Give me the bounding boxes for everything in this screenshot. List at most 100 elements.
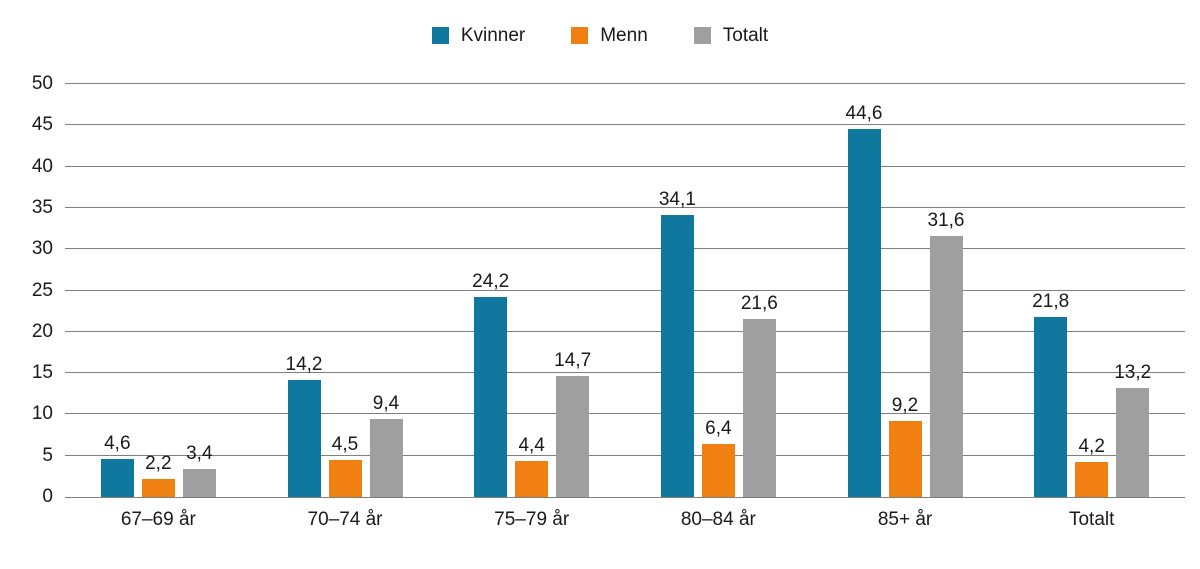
y-tick-label-50: 50	[31, 73, 53, 94]
bar-value-label: 9,2	[891, 395, 919, 417]
legend: Kvinner Menn Totalt	[0, 26, 1200, 45]
bar-fill	[660, 215, 694, 497]
legend-item-totalt: Totalt	[693, 25, 769, 46]
bar-value-label: 4,2	[1078, 436, 1105, 458]
x-axis-label-80-84-r: 80–84 år	[680, 509, 756, 530]
bar-value-label: 4,5	[331, 433, 359, 455]
bar-kvinner-67-69-r: 4,6	[100, 433, 134, 497]
legend-swatch-kvinner	[431, 27, 449, 44]
y-tick-label-20: 20	[31, 320, 53, 342]
y-tick-label-10: 10	[31, 403, 53, 425]
x-axis-label-67-69-r: 67–69 år	[120, 509, 196, 530]
y-tick-label-15: 15	[31, 362, 53, 384]
gridline-20	[65, 330, 1185, 332]
bar-fill	[287, 379, 321, 497]
bar-menn-70-74-r: 4,5	[328, 434, 362, 497]
bar-value-label: 31,6	[927, 209, 965, 231]
bar-fill	[1116, 387, 1150, 497]
bar-menn-75-79-r: 4,4	[515, 435, 549, 497]
gridline-40	[65, 165, 1185, 167]
bar-value-label: 13,2	[1114, 361, 1152, 383]
y-tick-label-45: 45	[31, 114, 53, 136]
bar-menn-80-84-r: 6,4	[701, 418, 735, 497]
bar-fill	[929, 235, 963, 497]
bar-group-70-74-r: 14,2 4,5 9,4	[252, 84, 439, 497]
bar-fill	[847, 128, 881, 497]
bar-fill	[701, 444, 735, 497]
bar-kvinner-85-r: 44,6	[846, 103, 883, 497]
bar-totalt-67-69-r: 3,4	[182, 443, 216, 497]
bar-value-label: 3,4	[186, 442, 213, 464]
plot-area: 0 5 10 15 20 25 30 35 40 45 50 4,6 2,2 3,4 14,2 4,5 9,4…	[32, 73, 1185, 530]
bar-menn-totalt: 4,2	[1075, 436, 1109, 497]
bar-group-80-84-r: 34,1 6,4 21,6	[625, 84, 812, 497]
x-axis-label-totalt: Totalt	[1068, 509, 1115, 530]
bar-fill	[369, 419, 403, 497]
bar-group-totalt: 21,8 4,2 13,2	[998, 84, 1185, 497]
gridline-25	[65, 289, 1185, 291]
bar-menn-85-r: 9,2	[888, 395, 922, 497]
bar-group-67-69-r: 4,6 2,2 3,4	[65, 84, 252, 497]
bar-group-85-r: 44,6 9,2 31,6	[812, 84, 999, 497]
legend-label: Totalt	[722, 25, 769, 46]
x-axis-label-85-r: 85+ år	[877, 509, 933, 530]
gridline-45	[65, 124, 1185, 126]
bar-totalt-totalt: 13,2	[1114, 362, 1151, 497]
bar-menn-67-69-r: 2,2	[141, 453, 175, 497]
bar-value-label: 14,7	[554, 349, 592, 371]
gridline-30	[65, 248, 1185, 250]
bar-value-label: 14,2	[285, 353, 323, 375]
y-tick-label-35: 35	[31, 196, 53, 218]
bar-value-label: 44,6	[845, 102, 883, 124]
y-tick-label-40: 40	[31, 155, 53, 177]
legend-item-kvinner: Kvinner	[431, 25, 526, 46]
y-tick-label-5: 5	[42, 444, 53, 466]
bar-value-label: 21,8	[1032, 290, 1070, 312]
bar-value-label: 24,2	[472, 271, 510, 293]
legend-swatch-totalt	[693, 27, 711, 44]
y-tick-label-25: 25	[31, 279, 53, 301]
x-axis-label-75-79-r: 75–79 år	[494, 509, 570, 530]
legend-label: Kvinner	[460, 25, 526, 46]
x-axis-baseline	[65, 497, 1185, 498]
bar-fill	[1075, 462, 1109, 497]
x-axis-label-70-74-r: 70–74 år	[307, 509, 383, 530]
bar-value-label: 6,4	[705, 418, 732, 440]
bar-fill	[556, 375, 590, 497]
bar-fill	[141, 478, 175, 497]
bar-kvinner-75-79-r: 24,2	[472, 271, 509, 497]
bar-value-label: 4,4	[518, 434, 545, 456]
bar-totalt-80-84-r: 21,6	[741, 293, 778, 497]
bar-fill	[742, 318, 776, 497]
bar-totalt-85-r: 31,6	[928, 210, 965, 497]
bar-totalt-75-79-r: 14,7	[554, 350, 591, 497]
bar-fill	[328, 459, 362, 497]
bar-kvinner-70-74-r: 14,2	[286, 354, 322, 497]
gridline-50	[65, 83, 1185, 84]
y-tick-label-30: 30	[31, 238, 53, 260]
legend-item-menn: Menn	[571, 26, 648, 45]
legend-swatch-menn	[571, 27, 589, 44]
bar-fill	[1034, 316, 1068, 497]
bar-group-75-79-r: 24,2 4,4 14,7	[438, 84, 625, 497]
gridline-10	[65, 413, 1185, 415]
y-tick-label-0: 0	[42, 486, 53, 507]
bar-fill	[182, 468, 216, 497]
bar-totalt-70-74-r: 9,4	[369, 393, 403, 497]
bar-value-label: 9,4	[372, 393, 400, 415]
bar-groups: 4,6 2,2 3,4 14,2 4,5 9,4 24,2 4,4 14,7 34,1 6,4 21,…	[65, 84, 1185, 497]
bar-kvinner-totalt: 21,8	[1032, 291, 1069, 497]
bar-fill	[474, 297, 508, 497]
bar-fill	[515, 460, 549, 497]
legend-label: Menn	[600, 25, 648, 46]
bar-value-label: 34,1	[658, 189, 696, 211]
bar-fill	[100, 459, 134, 497]
x-axis-labels: 67–69 år 70–74 år 75–79 år 80–84 år 85+ år To…	[65, 509, 1185, 531]
bar-fill	[888, 421, 922, 497]
bar-value-label: 21,6	[740, 292, 778, 314]
gridline-35	[65, 206, 1185, 208]
gridline-5	[65, 454, 1185, 456]
bar-value-label: 4,6	[104, 433, 131, 455]
bar-kvinner-80-84-r: 34,1	[659, 189, 696, 497]
